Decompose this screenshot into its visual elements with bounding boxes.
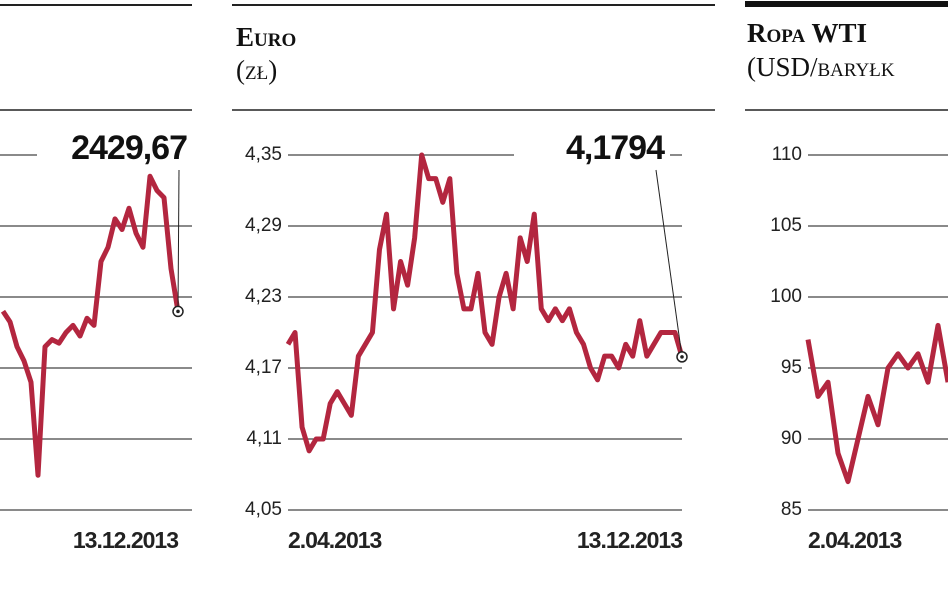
leader-line (177, 169, 180, 312)
y-tick-label: 4,23 (245, 286, 282, 307)
y-tick-label: 4,35 (245, 144, 282, 165)
y-tick-label: 100 (770, 286, 802, 307)
x-tick-label: 2.04.2013 (288, 527, 382, 553)
panel-subtitle: (USD/baryłk (747, 52, 895, 82)
y-tick-label: 4,17 (245, 357, 282, 378)
x-tick-label: 13.12.2013 (73, 527, 178, 553)
value-label: 4,1794 (566, 129, 665, 167)
y-tick-label: 85 (781, 499, 802, 520)
y-tick-label: 110 (772, 144, 802, 165)
price-line (0, 173, 181, 478)
y-tick-label: 4,29 (245, 215, 282, 236)
y-tick-label: 4,05 (245, 499, 282, 520)
panel-title: Ropa WTI (747, 18, 867, 48)
label-background (37, 128, 193, 172)
panel-title: Euro (236, 22, 296, 52)
y-tick-label: 95 (781, 357, 802, 378)
end-point-core (680, 355, 684, 359)
value-label: 2429,67 (71, 129, 187, 167)
y-tick-label: 90 (781, 428, 802, 449)
price-line (805, 322, 948, 485)
label-background (514, 128, 670, 172)
x-tick-label: 2.04.2013 (808, 527, 902, 553)
end-point-core (176, 309, 180, 314)
y-tick-label: 4,11 (246, 428, 282, 449)
y-tick-label: 105 (770, 215, 802, 236)
panel-subtitle: (zł) (236, 55, 277, 85)
x-tick-label: 13.12.2013 (577, 527, 682, 553)
leader-line (655, 169, 683, 357)
price-line (285, 152, 685, 454)
